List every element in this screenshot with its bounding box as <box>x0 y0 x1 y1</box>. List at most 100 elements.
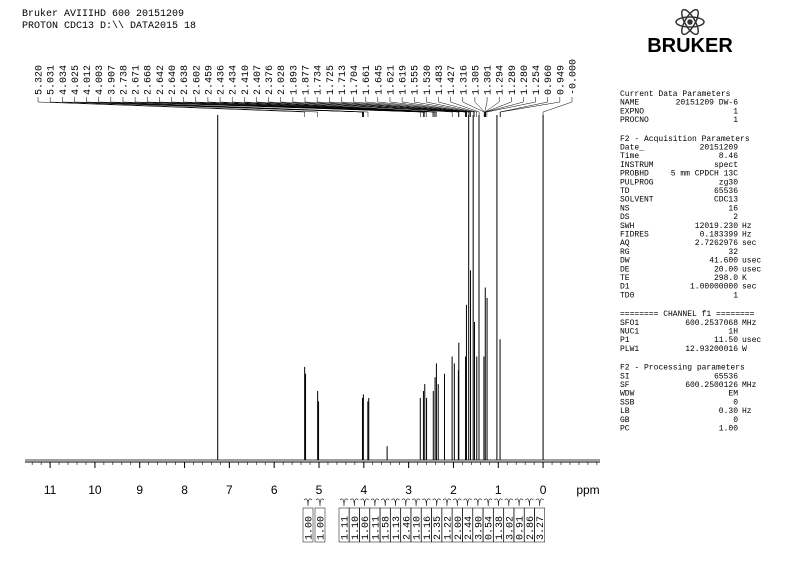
integral-bracket <box>370 498 380 507</box>
peak-label: 1.301 <box>484 65 495 95</box>
param-key: INSTRUM <box>620 161 654 170</box>
integral-box <box>314 507 326 543</box>
param-key: TD0 <box>620 291 635 300</box>
param-value: 20151209 <box>700 144 739 153</box>
peak-label: 2.436 <box>217 65 228 95</box>
peak-label: 0.949 <box>556 65 567 95</box>
peak-label: 2.668 <box>144 65 155 95</box>
integral-bracket <box>360 498 369 507</box>
param-value: 0.30 <box>719 407 738 416</box>
param-value: 8.46 <box>719 152 738 161</box>
integral-label: 3.90 <box>474 516 485 540</box>
param-key: FIDRES <box>620 231 649 240</box>
param-key: PC <box>620 425 630 434</box>
integral-bracket <box>315 498 325 507</box>
integral-bracket <box>463 498 472 507</box>
integral-label: 2.86 <box>526 516 537 540</box>
panel-title: F2 - Processing parameters <box>620 364 745 373</box>
integral-label: 0.54 <box>485 516 496 540</box>
peak-label: 5.031 <box>47 65 58 95</box>
peak-label: 1.621 <box>386 65 397 95</box>
integral-label: 0.91 <box>516 516 527 540</box>
peak-connector <box>341 97 467 117</box>
integral-bracket <box>504 498 514 507</box>
x-tick-label: 6 <box>271 483 278 497</box>
peak-connector <box>401 97 471 117</box>
param-key: SI <box>620 372 630 381</box>
peak-label: 2.638 <box>180 65 191 95</box>
integral-label: 2.46 <box>402 516 413 540</box>
param-unit: sec <box>742 239 757 248</box>
integral-box <box>431 507 442 543</box>
integral-box <box>302 507 314 543</box>
param-unit: K <box>742 274 747 283</box>
peak-label: 1.713 <box>338 65 349 95</box>
integral-box <box>369 507 381 543</box>
param-value: 1.00 <box>719 425 738 434</box>
peak-connector <box>485 97 524 117</box>
param-value: zg30 <box>719 178 738 187</box>
param-unit: usec <box>742 265 761 274</box>
panel-title: ======== CHANNEL f1 ======== <box>620 310 755 319</box>
integral-bracket <box>473 498 483 507</box>
peak-connector <box>304 97 460 117</box>
param-value: 5 mm CPDCH 13C <box>671 170 738 179</box>
param-value: 16 <box>728 204 738 213</box>
peak-label: 4.012 <box>83 65 94 95</box>
peak-label: 1.661 <box>362 65 373 95</box>
param-key: RG <box>620 248 630 257</box>
param-unit: sec <box>742 283 757 292</box>
peak-label: 2.640 <box>168 65 179 95</box>
peak-label: -0.000 <box>569 59 580 95</box>
peak-label: 4.003 <box>95 65 106 95</box>
integral-bracket <box>380 498 390 507</box>
integral-bracket <box>411 498 421 507</box>
integral-label: 1.11 <box>371 516 382 540</box>
param-value: EM <box>728 390 738 399</box>
peak-label: 2.028 <box>277 65 288 95</box>
peak-label: 2.434 <box>229 65 240 95</box>
integral-label: 1.10 <box>351 516 362 540</box>
peak-label: 3.907 <box>107 65 118 95</box>
param-key: DW <box>620 257 630 266</box>
param-unit: MHz <box>742 381 757 390</box>
peak-connector <box>484 97 488 117</box>
peak-connector <box>499 97 548 117</box>
peak-label: 1.294 <box>496 65 507 95</box>
param-value: 1H <box>728 328 738 337</box>
integral-box <box>359 507 370 543</box>
peak-connector <box>37 97 305 117</box>
peak-label: 1.483 <box>435 65 446 95</box>
integral-box <box>493 507 504 543</box>
peak-connector <box>486 97 536 117</box>
x-tick-label: 4 <box>360 483 367 497</box>
param-value: 600.2537068 <box>685 319 738 328</box>
param-unit: Hz <box>742 222 752 231</box>
param-value: 600.2500126 <box>685 381 738 390</box>
peak-label: 1.316 <box>459 65 470 95</box>
peak-label: 1.704 <box>350 65 361 95</box>
x-tick-label: 2 <box>450 483 457 497</box>
peak-label: 2.738 <box>119 65 130 95</box>
integral-label: 3.27 <box>536 516 547 540</box>
peak-label: 1.289 <box>508 65 519 95</box>
peak-label: 1.619 <box>399 65 410 95</box>
param-unit: usec <box>742 257 761 266</box>
integral-bracket <box>432 498 441 507</box>
integral-box <box>472 507 484 543</box>
param-value: 32 <box>728 248 738 257</box>
peak-connector <box>329 97 467 117</box>
peak-connector <box>485 97 512 117</box>
x-tick-label: 9 <box>136 483 143 497</box>
peak-label: 2.376 <box>265 65 276 95</box>
logo: BRUKER <box>647 35 733 57</box>
panel-title: Current Data Parameters <box>620 90 731 99</box>
peak-connector <box>462 97 485 117</box>
x-axis-label: ppm <box>576 483 599 497</box>
integral-label: 1.10 <box>413 516 424 540</box>
panel-title: F2 - Acquisition Parameters <box>620 135 750 144</box>
param-value: spect <box>714 161 738 170</box>
param-key: EXPNO <box>620 107 644 116</box>
peak-connector <box>207 97 434 117</box>
param-value: 0 <box>733 416 738 425</box>
